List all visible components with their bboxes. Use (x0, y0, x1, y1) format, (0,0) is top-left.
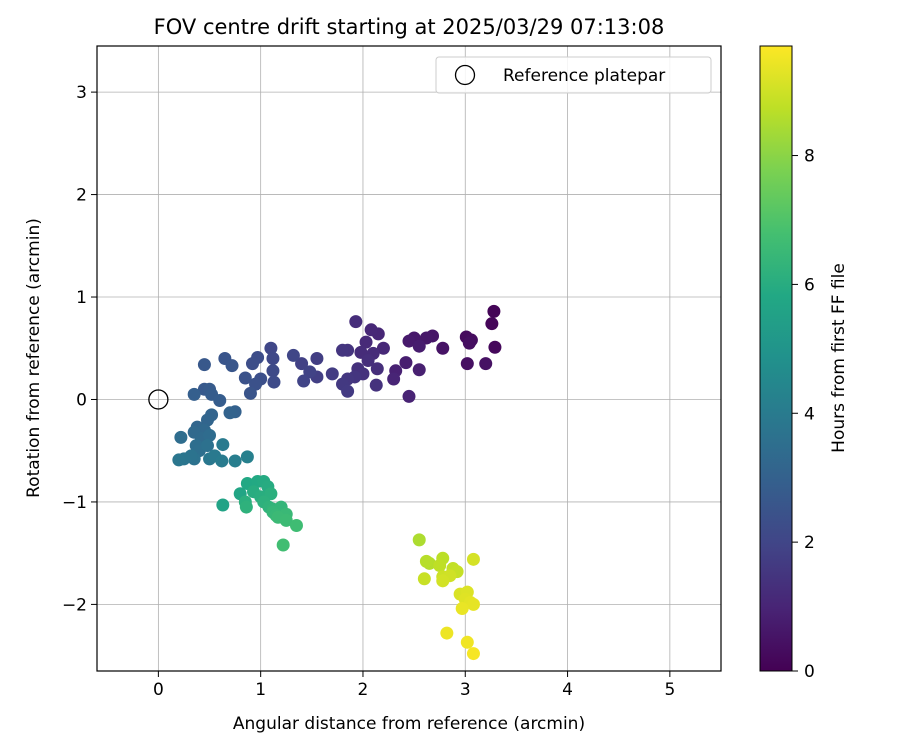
colorbar-gradient (759, 45, 793, 672)
y-tick-label: 0 (76, 390, 87, 410)
y-tick-label: 1 (76, 288, 87, 308)
data-point (286, 348, 300, 362)
data-point (376, 341, 390, 355)
data-point (266, 364, 280, 378)
legend-box (435, 56, 712, 94)
data-point (402, 389, 416, 403)
data-point (174, 430, 188, 444)
y-tick-label: −1 (62, 493, 87, 513)
x-tick-label: 3 (460, 680, 471, 700)
data-point (359, 335, 373, 349)
legend-entry-reference: Reference platepar (503, 66, 665, 86)
data-point (369, 378, 383, 392)
data-point (479, 357, 493, 371)
data-point (216, 438, 230, 452)
data-point (238, 371, 252, 385)
x-axis-label: Angular distance from reference (arcmin) (233, 714, 585, 734)
chart-title: FOV centre drift starting at 2025/03/29 … (154, 15, 665, 39)
data-point (370, 362, 384, 376)
data-point (417, 572, 431, 586)
data-point (172, 453, 186, 467)
data-point (200, 439, 214, 453)
data-point (289, 519, 303, 533)
x-tick-label: 1 (255, 680, 266, 700)
data-point (487, 304, 501, 318)
data-point (341, 384, 355, 398)
data-point (310, 352, 324, 365)
data-point (303, 365, 317, 379)
data-point (266, 352, 280, 365)
x-tick-label: 2 (358, 680, 369, 700)
data-point (279, 513, 293, 527)
data-point (223, 406, 237, 420)
data-point (440, 626, 454, 640)
data-point (455, 602, 469, 615)
y-tick-label: 2 (76, 186, 87, 206)
data-point (433, 558, 447, 572)
data-point (436, 574, 450, 588)
data-point (485, 317, 499, 331)
data-point (412, 533, 426, 547)
data-point (412, 339, 426, 353)
data-point (488, 340, 502, 354)
data-point (419, 554, 433, 568)
scatter-points (148, 304, 502, 661)
data-point (213, 394, 227, 408)
data-point (215, 454, 229, 468)
data-point (349, 315, 363, 329)
data-point (216, 498, 230, 512)
legend-marker-reference-icon (454, 64, 476, 86)
data-point (466, 552, 480, 566)
data-point (245, 357, 259, 371)
legend: Reference platepar (435, 56, 712, 94)
data-point (466, 647, 480, 661)
data-point (295, 357, 309, 371)
data-point (361, 354, 375, 368)
reference-platepar-marker (148, 389, 169, 410)
data-point (267, 375, 281, 389)
data-point (460, 357, 474, 371)
x-tick-label: 4 (562, 680, 573, 700)
data-point (203, 428, 217, 442)
colorbar-tick-label: 8 (804, 147, 815, 167)
data-point (276, 538, 290, 552)
data-point (387, 372, 401, 386)
data-point (240, 450, 254, 464)
data-point (264, 341, 278, 355)
data-point (402, 334, 416, 348)
data-point (462, 336, 476, 350)
data-point (239, 500, 253, 514)
colorbar-tick-label: 0 (804, 662, 815, 682)
data-point (200, 413, 214, 427)
data-point (243, 386, 257, 400)
colorbar-tick-label: 4 (804, 404, 815, 424)
y-tick-label: −2 (62, 595, 87, 615)
colorbar-tick-label: 2 (804, 533, 815, 553)
data-point (466, 597, 480, 611)
axis-ticks: 0 1 2 3 4 5 −2 −1 0 1 2 3 (62, 83, 675, 700)
x-tick-label: 5 (664, 680, 675, 700)
colorbar-tick-label: 6 (804, 275, 815, 295)
data-point (399, 356, 413, 370)
data-point (412, 363, 426, 377)
y-axis-label: Rotation from reference (arcmin) (24, 218, 44, 498)
y-tick-label: 3 (76, 83, 87, 103)
data-point (325, 367, 339, 381)
data-point (364, 323, 378, 337)
x-tick-label: 0 (153, 680, 164, 700)
data-point (297, 374, 311, 388)
plot-frame (96, 45, 722, 672)
data-point (228, 454, 242, 468)
colorbar-ticks: 0 2 4 6 8 (792, 147, 815, 682)
colorbar-label: Hours from first FF file (829, 263, 849, 453)
data-point (460, 635, 474, 649)
data-point (225, 359, 239, 373)
colorbar: 0 2 4 6 8 Hours from first FF file (759, 45, 849, 682)
data-point (436, 341, 450, 355)
data-point (187, 387, 201, 401)
data-point (197, 358, 211, 372)
data-point (336, 343, 350, 357)
